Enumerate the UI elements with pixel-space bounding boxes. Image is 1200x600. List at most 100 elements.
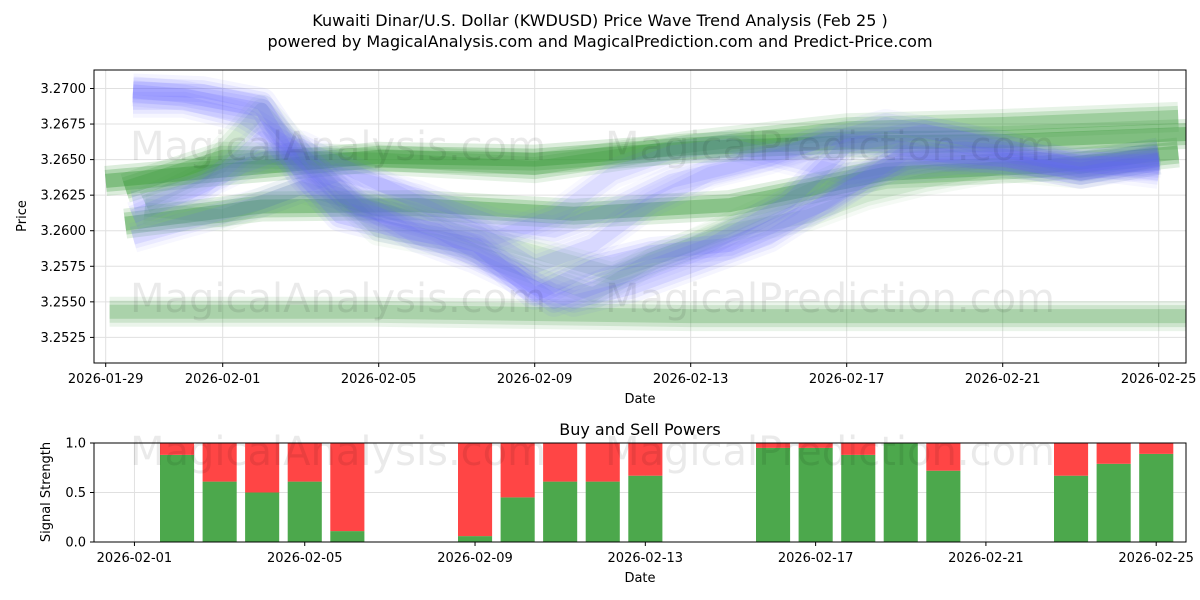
powers-x-axis-label: Date — [624, 571, 655, 586]
price-x-tick-label: 2026-02-13 — [653, 372, 729, 387]
series-line-blue-wave-2 — [132, 77, 1161, 313]
series-line-green-wave-2 — [143, 141, 1161, 285]
buy-bar — [160, 454, 195, 542]
sell-bar — [628, 443, 663, 476]
price-y-tick-label: 3.2525 — [41, 331, 87, 346]
series-line-blue-wave-1 — [132, 84, 1160, 302]
price-x-ticks: 2026-01-29 2026-02-01 2026-02-05 2026-02-09… — [68, 363, 1197, 387]
price-y-tick-label: 3.2625 — [41, 189, 87, 204]
buy-bar — [1139, 453, 1174, 542]
sell-bar — [500, 443, 535, 498]
series-green-wave-1 — [138, 94, 1162, 310]
powers-x-tick-label: 2026-02-17 — [778, 551, 854, 566]
price-x-axis-label: Date — [624, 392, 655, 407]
powers-y-ticks: 0.0 0.5 1.0 — [65, 437, 94, 551]
powers-x-tick-label: 2026-02-25 — [1118, 551, 1194, 566]
buy-bar — [585, 481, 620, 542]
series-line-green-band-1 — [104, 119, 1186, 196]
series-blue-wave-4 — [128, 109, 1161, 253]
powers-x-tick-label: 2026-02-13 — [608, 551, 684, 566]
buy-bar — [330, 531, 365, 542]
sell-bar — [245, 443, 280, 493]
series-line-green-band-1 — [104, 123, 1186, 192]
powers-bars-layer — [160, 443, 1174, 542]
powers-x-ticks: 2026-02-01 2026-02-05 2026-02-09 2026-02-13… — [97, 542, 1194, 566]
sell-bar — [543, 443, 578, 482]
buy-bar — [245, 492, 280, 542]
sell-bar — [1139, 443, 1174, 454]
buy-bar — [841, 454, 876, 542]
sell-bar — [458, 443, 493, 537]
sell-bar — [1096, 443, 1131, 464]
powers-watermarks: MagicalAnalysis.com MagicalPrediction.co… — [130, 429, 1055, 475]
price-x-tick-label: 2026-02-25 — [1121, 372, 1197, 387]
powers-x-tick-label: 2026-02-05 — [267, 551, 343, 566]
sell-bar — [330, 443, 365, 532]
series-line-green-band-2 — [123, 141, 1180, 235]
series-line-green-band-4 — [109, 300, 1186, 328]
buy-bar — [628, 475, 663, 542]
series-line-blue-wave-4 — [130, 113, 1161, 249]
price-x-tick-label: 2026-02-05 — [341, 372, 417, 387]
buy-bar — [458, 536, 493, 542]
series-line-blue-wave-6 — [131, 131, 1160, 245]
powers-y-tick-label: 1.0 — [65, 437, 86, 452]
buy-bar — [1054, 475, 1089, 542]
buy-bar — [287, 481, 322, 542]
series-line-green-band-2 — [123, 137, 1180, 239]
price-x-tick-label: 2026-02-21 — [965, 372, 1041, 387]
series-line-blue-wave-4 — [131, 117, 1160, 245]
series-green-band-1 — [104, 119, 1186, 196]
price-x-tick-label: 2026-01-29 — [68, 372, 144, 387]
price-y-tick-label: 3.2575 — [41, 260, 87, 275]
series-blue-wave-3 — [133, 87, 1160, 317]
series-line-blue-wave-3 — [133, 91, 1160, 313]
series-line-green-wave-2 — [143, 137, 1162, 289]
series-line-blue-wave-1 — [132, 80, 1161, 306]
sell-bar — [585, 443, 620, 482]
buy-bar — [756, 447, 791, 542]
series-line-green-wave-1 — [138, 94, 1162, 310]
watermark-prediction-top: MagicalPrediction.com — [605, 124, 1055, 170]
series-line-blue-wave-6 — [130, 123, 1161, 253]
sell-bar — [798, 443, 833, 448]
buy-bar — [543, 481, 578, 542]
sell-bar — [756, 443, 791, 448]
series-blue-wave-2 — [132, 73, 1162, 317]
price-y-axis-label: Price — [15, 200, 30, 232]
series-line-green-band-3 — [121, 105, 1179, 199]
series-line-blue-wave-3 — [133, 95, 1160, 309]
series-line-green-wave-2 — [144, 145, 1160, 281]
series-line-blue-wave-3 — [133, 87, 1160, 317]
powers-y-tick-label: 0.5 — [65, 486, 86, 501]
price-x-tick-label: 2026-02-17 — [809, 372, 885, 387]
price-y-tick-label: 3.2600 — [41, 224, 87, 239]
sell-bar — [160, 443, 195, 455]
series-green-band-3 — [120, 101, 1179, 203]
powers-x-tick-label: 2026-02-21 — [948, 551, 1024, 566]
sell-bar — [202, 443, 237, 482]
powers-y-tick-label: 0.0 — [65, 536, 86, 551]
series-line-green-band-2 — [124, 145, 1179, 231]
series-blue-wave-6 — [130, 123, 1161, 253]
series-line-green-wave-1 — [141, 102, 1160, 302]
series-green-band-2 — [123, 137, 1180, 239]
series-blue-wave-1 — [131, 76, 1162, 310]
price-watermarks: MagicalAnalysis.com MagicalPrediction.co… — [130, 124, 1055, 322]
series-line-blue-wave-6 — [130, 127, 1161, 249]
series-line-blue-wave-1 — [131, 76, 1162, 310]
series-line-green-band-3 — [120, 101, 1179, 203]
watermark-analysis-mid: MagicalAnalysis.com — [130, 276, 546, 322]
series-line-green-band-3 — [123, 109, 1179, 195]
sell-bar — [1054, 443, 1089, 476]
series-line-blue-wave-5 — [128, 127, 1160, 278]
watermark-analysis-bottom: MagicalAnalysis.com — [130, 429, 546, 475]
buy-bar — [926, 470, 961, 542]
series-line-blue-wave-2 — [132, 81, 1160, 309]
series-blue-wave-5 — [127, 123, 1160, 282]
series-line-blue-wave-5 — [127, 123, 1160, 282]
chart-title: Kuwaiti Dinar/U.S. Dollar (KWDUSD) Price… — [312, 11, 887, 30]
series-green-band-4 — [109, 296, 1186, 332]
series-line-green-band-4 — [109, 304, 1186, 324]
powers-y-axis-label: Signal Strength — [39, 442, 54, 542]
